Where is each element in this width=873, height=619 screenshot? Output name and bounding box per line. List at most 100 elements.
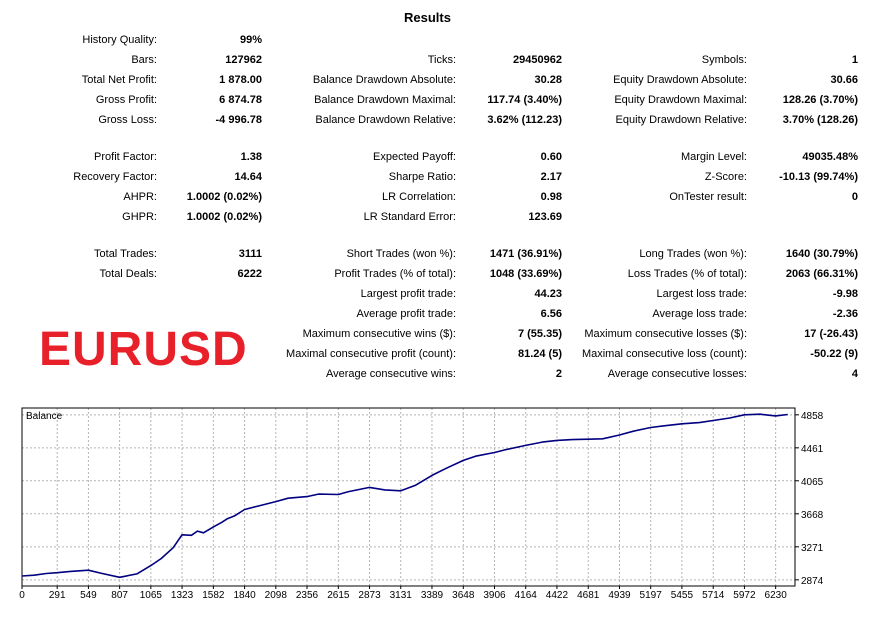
x-tick-label: 549 (80, 590, 97, 601)
x-tick-label: 2356 (296, 590, 319, 601)
stat-label: Largest loss trade: (656, 288, 748, 300)
stat-label: Short Trades (won %): (346, 248, 456, 260)
x-tick-label: 1323 (171, 590, 194, 601)
y-tick-label: 3668 (801, 510, 824, 521)
x-tick-label: 1582 (202, 590, 225, 601)
stat-label: Average loss trade: (652, 308, 747, 320)
stat-value: 81.24 (5) (517, 348, 562, 360)
stat-value: -9.98 (832, 288, 858, 300)
stat-value: 1 (851, 54, 858, 66)
y-tick-label: 4858 (801, 411, 824, 422)
x-tick-label: 3648 (452, 590, 475, 601)
stat-value: 2.17 (540, 171, 562, 183)
stat-label: Long Trades (won %): (639, 248, 747, 260)
x-tick-label: 5197 (640, 590, 663, 601)
stat-label: Expected Payoff: (373, 151, 456, 163)
x-tick-label: 4164 (515, 590, 538, 601)
x-tick-label: 291 (49, 590, 66, 601)
stat-value: -10.13 (99.74%) (779, 171, 858, 183)
stat-label: Z-Score: (704, 171, 747, 183)
stat-value: 0.98 (540, 191, 562, 203)
stat-value: -50.22 (9) (810, 348, 858, 360)
x-tick-label: 5455 (671, 590, 694, 601)
x-tick-label: 5972 (733, 590, 756, 601)
x-tick-label: 4681 (577, 590, 600, 601)
stat-value: 44.23 (534, 288, 562, 300)
stat-value: 123.69 (528, 211, 562, 223)
stat-value: 6.56 (540, 308, 562, 320)
x-tick-label: 6230 (765, 590, 788, 601)
plot-border (21, 407, 796, 587)
stat-value: 2063 (66.31%) (785, 268, 858, 280)
stat-value: 17 (-26.43) (804, 328, 858, 340)
stat-value: 49035.48% (802, 151, 858, 163)
stat-label: GHPR: (122, 211, 157, 223)
balance-chart: 2874 3271 3668 4065 4461 4858 0 291 549 807 1065 13… (19, 407, 824, 601)
stat-value: 3111 (238, 248, 262, 260)
stat-label: Balance Drawdown Relative: (315, 114, 456, 126)
stat-value: 0.60 (540, 151, 562, 163)
stat-value: 1.0002 (0.02%) (186, 211, 262, 223)
stat-label: Symbols: (701, 54, 747, 66)
x-tick-label: 4939 (608, 590, 631, 601)
stat-label: Gross Loss: (98, 114, 157, 126)
x-tick-label: 3906 (483, 590, 506, 601)
y-tick-label: 2874 (801, 576, 824, 587)
stat-label: Equity Drawdown Absolute: (613, 74, 747, 86)
x-tick-label: 2873 (358, 590, 381, 601)
stat-label: Maximal consecutive profit (count): (286, 348, 456, 360)
stat-value: 99% (239, 34, 262, 46)
stat-label: Average consecutive losses: (607, 368, 747, 380)
stat-value: 4 (851, 368, 858, 380)
x-tick-label: 807 (111, 590, 128, 601)
stat-label: Sharpe Ratio: (388, 171, 456, 183)
stat-label: LR Standard Error: (363, 211, 456, 223)
stat-label: Maximum consecutive losses ($): (584, 328, 747, 340)
plot-area (21, 407, 796, 587)
stat-value: 3.70% (128.26) (782, 114, 858, 126)
stat-label: LR Correlation: (382, 191, 456, 203)
stat-label: Gross Profit: (95, 94, 157, 106)
chart-title: Balance (26, 411, 63, 422)
symbol-watermark: EURUSD (39, 323, 248, 376)
stat-label: Equity Drawdown Maximal: (614, 94, 747, 106)
stat-value: 3.62% (112.23) (487, 114, 562, 126)
stat-value: 2 (555, 368, 562, 380)
stat-value: 127962 (225, 54, 262, 66)
stat-label: History Quality: (82, 34, 157, 46)
stat-value: 1640 (30.79%) (785, 248, 858, 260)
stat-label: Balance Drawdown Absolute: (312, 74, 456, 86)
stat-label: Total Net Profit: (81, 74, 157, 86)
x-tick-label: 1840 (233, 590, 256, 601)
stat-value: 14.64 (234, 171, 262, 183)
x-tick-label: 3389 (421, 590, 444, 601)
stat-label: Maximal consecutive loss (count): (581, 348, 747, 360)
stat-value: 117.74 (3.40%) (487, 94, 562, 106)
x-tick-label: 3131 (390, 590, 413, 601)
y-tick-label: 4065 (801, 477, 824, 488)
stat-value: -4 996.78 (215, 114, 262, 126)
y-tick-label: 4461 (801, 444, 824, 455)
x-tick-label: 5714 (702, 590, 725, 601)
stat-value: 30.66 (830, 74, 858, 86)
stat-value: 6 874.78 (219, 94, 262, 106)
stat-label: OnTester result: (669, 191, 747, 203)
stat-value: -2.36 (832, 308, 858, 320)
stat-label: AHPR: (123, 191, 157, 203)
stat-value: 6222 (237, 268, 262, 280)
stat-label: Total Trades: (94, 248, 157, 260)
stat-value: 128.26 (3.70%) (782, 94, 858, 106)
stat-value: 0 (851, 191, 858, 203)
stat-value: 30.28 (534, 74, 562, 86)
stat-label: Average consecutive wins: (325, 368, 456, 380)
stat-value: 7 (55.35) (517, 328, 562, 340)
stat-label: Recovery Factor: (73, 171, 157, 183)
balance-line (21, 413, 788, 579)
stat-label: Maximum consecutive wins ($): (302, 328, 456, 340)
stat-label: Profit Trades (% of total): (334, 268, 456, 280)
stat-label: Loss Trades (% of total): (627, 268, 747, 280)
y-tick-label: 3271 (801, 543, 824, 554)
stat-label: Total Deals: (99, 268, 157, 280)
stat-value: 29450962 (513, 54, 562, 66)
